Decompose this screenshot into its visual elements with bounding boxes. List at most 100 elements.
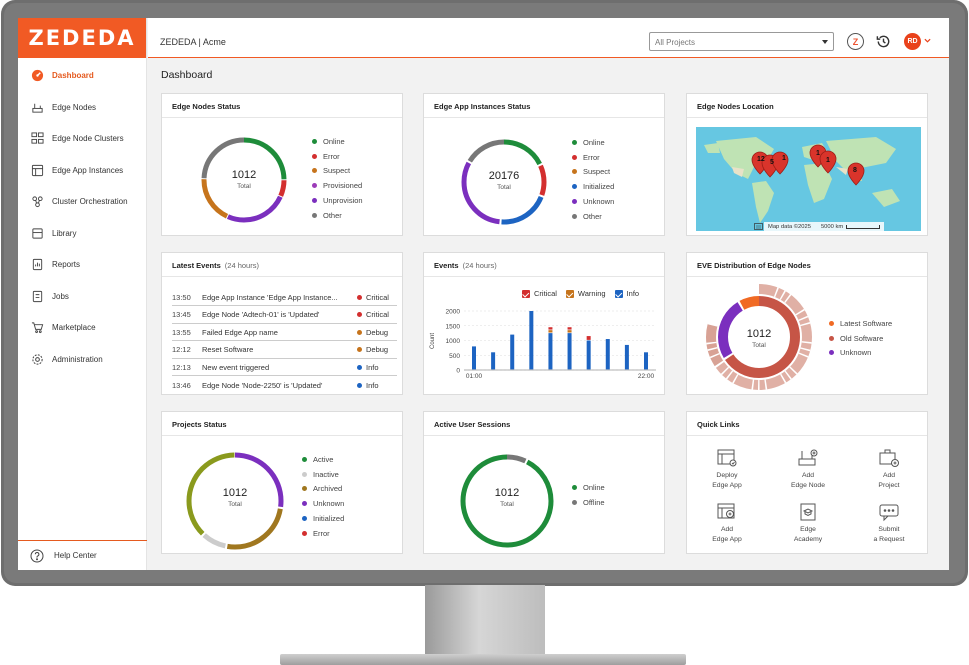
event-row[interactable]: 13:46 Edge Node 'Node-2250' is 'Updated' I… <box>172 377 397 394</box>
bar-critical[interactable] <box>567 327 572 330</box>
legend-item[interactable]: Unknown <box>572 194 614 209</box>
legend-item[interactable]: Other <box>572 209 614 224</box>
legend-dot <box>312 183 317 189</box>
user-avatar[interactable]: RD <box>904 33 921 50</box>
help-center-link[interactable]: Help Center <box>18 540 147 570</box>
legend-item[interactable]: Online <box>572 480 605 495</box>
sidebar-item-administration[interactable]: Administration <box>18 344 146 376</box>
legend-item[interactable]: Unprovision <box>312 193 363 208</box>
keyboard-icon[interactable] <box>754 223 763 230</box>
legend-item[interactable]: Initialized <box>302 511 344 526</box>
sidebar-item-edge-node-clusters[interactable]: Edge Node Clusters <box>18 123 146 155</box>
quick-link-add-edge-app[interactable]: Add Edge App <box>697 502 757 544</box>
event-row[interactable]: 13:55 Failed Edge App name Debug <box>172 324 397 342</box>
bar-critical[interactable] <box>548 327 553 330</box>
bar-info[interactable] <box>567 333 572 370</box>
event-row[interactable]: 12:13 New event triggered Info <box>172 359 397 377</box>
zededa-z-icon[interactable]: Z <box>847 33 864 50</box>
world-map[interactable]: 12 5 1 1 1 8 Map data ©2025 5000 km <box>696 127 921 231</box>
map-pin-cluster-east[interactable] <box>808 143 848 179</box>
eve-sunburst-chart[interactable] <box>705 283 813 391</box>
event-row[interactable]: 12:12 Reset Software Debug <box>172 342 397 359</box>
bar-info[interactable] <box>605 339 610 370</box>
legend-item-info[interactable]: Info <box>614 289 639 299</box>
jobs-icon <box>30 289 44 303</box>
help-center-label: Help Center <box>54 551 97 560</box>
legend-item[interactable]: Other <box>312 208 363 223</box>
legend-dot <box>572 169 577 175</box>
legend-item[interactable]: Initialized <box>572 179 614 194</box>
event-row[interactable]: 13:50 Edge App Instance 'Edge App Instanc… <box>172 289 397 307</box>
legend-item[interactable]: Suspect <box>572 165 614 180</box>
legend-dot <box>572 154 577 160</box>
legend-item[interactable]: Inactive <box>302 467 344 482</box>
bar-info[interactable] <box>644 352 648 370</box>
sidebar-item-marketplace[interactable]: Marketplace <box>18 312 146 344</box>
quick-link-add-edge-node[interactable]: Add Edge Node <box>778 448 838 490</box>
user-menu-chevron-icon[interactable] <box>924 37 931 44</box>
org-title: ZEDEDA | Acme <box>160 37 226 47</box>
bar-info[interactable] <box>472 346 476 370</box>
bar-info[interactable] <box>510 334 515 370</box>
zededa-logo[interactable]: ZEDEDA <box>18 18 146 58</box>
legend-item[interactable]: Error <box>312 149 363 164</box>
event-message: Edge Node 'Node-2250' is 'Updated' <box>202 380 323 390</box>
sidebar-item-edge-app-instances[interactable]: Edge App Instances <box>18 155 146 187</box>
quick-link-deploy-edge-app[interactable]: Deploy Edge App <box>697 448 757 490</box>
legend-item[interactable]: Error <box>572 150 614 165</box>
events-bar-chart[interactable]: 2000 1500 1000 500 0 Count 01:00 22:00 <box>424 303 666 395</box>
total-value: 1012 <box>746 328 772 340</box>
legend-item[interactable]: Active <box>302 452 344 467</box>
bar-info[interactable] <box>624 344 629 370</box>
app-instances-donut[interactable] <box>460 138 548 226</box>
bar-critical[interactable] <box>586 336 591 340</box>
legend-dot <box>302 530 307 536</box>
eve-distribution-card: EVE Distribution of Edge Nodes 1012 Tota… <box>686 252 928 395</box>
bar-warning[interactable] <box>548 330 553 333</box>
history-icon[interactable] <box>875 33 892 50</box>
map-pin[interactable] <box>846 161 866 187</box>
legend-item[interactable]: Offline <box>572 495 605 510</box>
legend-label: Unknown <box>313 499 345 509</box>
bar-info[interactable] <box>586 340 591 370</box>
legend-item[interactable]: Error <box>302 526 344 541</box>
legend-label: Active <box>313 454 334 464</box>
quick-link-edge-academy[interactable]: Edge Academy <box>778 502 838 544</box>
legend-item[interactable]: Suspect <box>312 164 363 179</box>
bar-info[interactable] <box>548 333 553 370</box>
sessions-donut[interactable] <box>458 452 556 550</box>
legend-item-critical[interactable]: Critical <box>522 289 557 299</box>
map-pin-cluster-west[interactable] <box>750 150 792 186</box>
legend-item[interactable]: Unknown <box>302 496 344 511</box>
sidebar-item-reports[interactable]: Reports <box>18 249 146 281</box>
legend-item[interactable]: Archived <box>302 482 344 497</box>
projects-donut[interactable] <box>184 450 286 552</box>
legend-item[interactable]: Unknown <box>829 346 892 361</box>
edge-nodes-donut[interactable] <box>200 136 288 224</box>
event-time: 13:55 <box>172 327 191 337</box>
legend-item[interactable]: Provisioned <box>312 178 363 193</box>
legend-item[interactable]: Online <box>312 134 363 149</box>
project-select[interactable]: All Projects <box>649 32 834 51</box>
bar-info[interactable] <box>529 311 534 370</box>
sidebar-item-library[interactable]: Library <box>18 218 146 250</box>
sidebar-item-cluster-orchestration[interactable]: Cluster Orchestration <box>18 186 146 218</box>
map-pin-label: 1 <box>782 155 786 162</box>
legend-item[interactable]: Online <box>572 135 614 150</box>
event-message: Failed Edge App name <box>202 327 278 337</box>
donut-center: 20176 Total <box>480 170 528 191</box>
quick-link-add-project[interactable]: Add Project <box>859 448 919 490</box>
legend-label: Error <box>313 528 330 538</box>
legend: Online Offline <box>572 480 605 510</box>
legend-item[interactable]: Latest Software <box>829 316 892 331</box>
event-row[interactable]: 13:45 Edge Node 'Adtech-01' is 'Updated' C… <box>172 307 397 324</box>
sidebar-item-edge-nodes[interactable]: Edge Nodes <box>18 92 146 124</box>
active-user-sessions-card: Active User Sessions 1012 Total Online O… <box>423 411 665 554</box>
sidebar-item-jobs[interactable]: Jobs <box>18 281 146 313</box>
quick-link-submit-request[interactable]: Submit a Request <box>859 502 919 544</box>
bar-info[interactable] <box>491 352 496 370</box>
legend-item[interactable]: Old Software <box>829 331 892 346</box>
bar-warning[interactable] <box>567 330 572 333</box>
sidebar-item-dashboard[interactable]: Dashboard <box>18 60 146 92</box>
legend-item-warning[interactable]: Warning <box>565 289 606 299</box>
